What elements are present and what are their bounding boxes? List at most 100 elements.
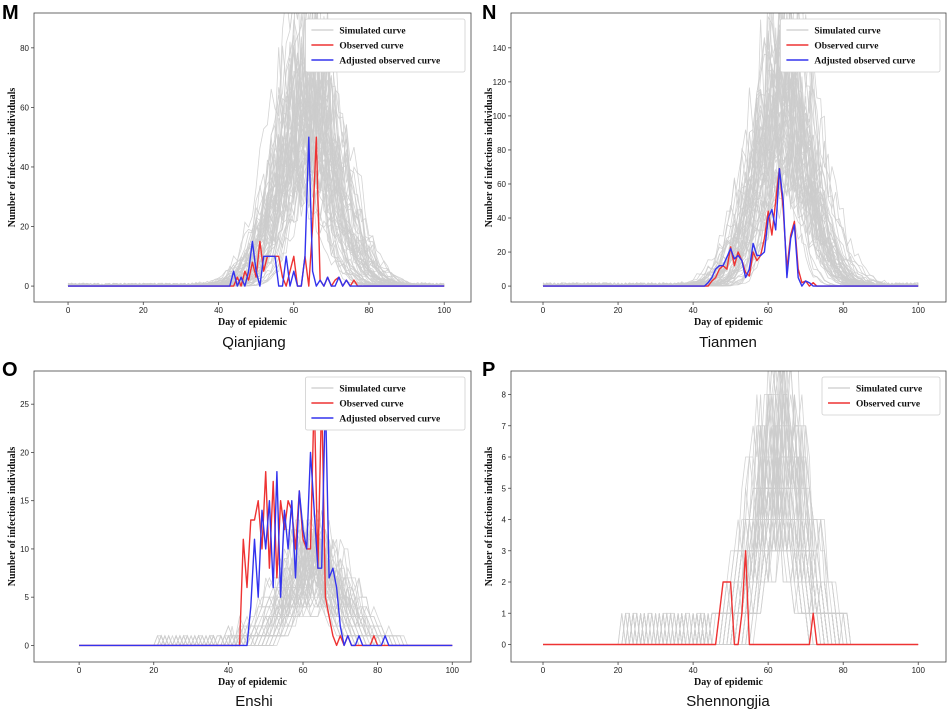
simulated-curve-line: [543, 488, 919, 645]
simulated-curve-line: [543, 394, 919, 645]
adjusted-observed-curve-line: [68, 136, 445, 287]
legend-entry: Simulated curve: [339, 385, 405, 395]
simulated-curve-line: [79, 595, 453, 646]
simulated-curve-line: [79, 539, 453, 647]
legend: Simulated curve Observed curve: [821, 376, 941, 416]
simulated-curve-line: [79, 557, 453, 646]
panel-caption: Qianjiang: [222, 334, 285, 351]
adjusted-observed-curve-line: [543, 168, 919, 287]
x-axis-label: Day of epidemic: [218, 317, 287, 328]
x-tick-label: 60: [299, 666, 308, 675]
y-tick-label: 10: [20, 545, 29, 554]
simulated-curve-line: [543, 487, 919, 645]
plot-frame: [510, 12, 947, 303]
plot-frame: [33, 370, 472, 663]
simulated-curve-line: [543, 394, 919, 645]
simulated-curve-line: [79, 557, 453, 646]
x-tick-label: 100: [438, 306, 452, 315]
simulated-curve-line: [543, 394, 919, 645]
simulated-curve-line: [543, 131, 919, 287]
y-tick-label: 60: [20, 103, 29, 112]
panel-caption: Tianmen: [699, 334, 757, 351]
x-tick-label: 20: [614, 306, 623, 315]
legend: Simulated curve Observed curve Adjusted ob…: [780, 18, 941, 73]
x-tick-label: 0: [66, 306, 71, 315]
y-tick-label: 0: [25, 282, 30, 291]
x-tick-label: 40: [214, 306, 223, 315]
simulated-curve-line: [542, 146, 919, 287]
y-tick-label: 3: [502, 547, 507, 556]
simulated-curve-line: [543, 487, 919, 645]
simulated-curve-line: [79, 557, 453, 646]
y-tick-label: 6: [502, 453, 507, 462]
x-tick-label: 20: [139, 306, 148, 315]
y-tick-label: 2: [502, 578, 507, 587]
y-axis-label: Number of infections individuals: [484, 447, 495, 587]
x-tick-label: 100: [446, 666, 460, 675]
panel-letter: N: [482, 2, 496, 24]
y-tick-label: 120: [493, 78, 507, 87]
simulated-curve-line: [79, 558, 453, 646]
y-tick-label: 7: [502, 422, 507, 431]
legend-entry: Adjusted observed curve: [339, 415, 440, 425]
simulated-curve-line: [543, 488, 919, 645]
x-tick-label: 20: [149, 666, 158, 675]
legend-entry: Adjusted observed curve: [814, 57, 915, 67]
simulated-curve-line: [543, 488, 919, 645]
y-tick-label: 15: [20, 497, 29, 506]
y-tick-label: 4: [502, 516, 507, 525]
y-tick-label: 25: [20, 400, 29, 409]
plot-frame: [33, 12, 472, 303]
simulated-curve-line: [68, 60, 445, 287]
x-axis-label: Day of epidemic: [218, 677, 287, 688]
simulated-curve-line: [67, 84, 445, 287]
legend-box: [304, 376, 466, 431]
x-tick-label: 20: [614, 666, 623, 675]
simulated-curve-line: [79, 558, 453, 646]
simulated-curve-line: [79, 539, 453, 646]
legend-entry: Observed curve: [814, 42, 878, 52]
x-axis-label: Day of epidemic: [694, 317, 763, 328]
x-tick-label: 40: [689, 666, 698, 675]
simulated-curve-line: [543, 488, 919, 645]
x-tick-label: 100: [912, 306, 926, 315]
simulated-curve-line: [543, 394, 919, 645]
simulated-curve-line: [79, 558, 453, 646]
y-tick-label: 8: [502, 391, 507, 400]
x-tick-label: 40: [689, 306, 698, 315]
legend-box: [304, 18, 466, 73]
simulated-curve-line: [79, 557, 453, 646]
x-tick-label: 80: [373, 666, 382, 675]
legend-entry: Simulated curve: [856, 385, 922, 395]
y-tick-label: 0: [25, 641, 30, 650]
simulated-curve-line: [543, 394, 919, 645]
legend-box: [780, 18, 941, 73]
y-tick-label: 100: [493, 112, 507, 121]
legend-entry: Observed curve: [339, 42, 403, 52]
adjusted-observed-curve-line: [79, 393, 453, 647]
panel-P: P 0 20 40 60 80 100 0 1 2 3 4 5 6 7 8 Day of epidemic Num…: [482, 359, 947, 709]
observed-curve-line: [543, 168, 919, 287]
simulated-curves: [79, 508, 453, 647]
simulated-curve-line: [543, 488, 919, 645]
simulated-curve-line: [79, 557, 453, 646]
x-tick-label: 80: [839, 666, 848, 675]
panel-O: O 0 20 40 60 80 100 0 5 10 15 20 25 Day of epidemic Nu…: [2, 359, 472, 709]
simulated-curve-line: [79, 558, 453, 646]
x-tick-label: 0: [541, 306, 546, 315]
y-tick-label: 80: [497, 146, 506, 155]
x-tick-label: 100: [912, 666, 926, 675]
legend-entry: Simulated curve: [814, 27, 880, 37]
y-axis-label: Number of infections individuals: [7, 447, 18, 587]
y-tick-label: 20: [20, 223, 29, 232]
panel-N: N 0 20 40 60 80 100 0 20 40 60 80 100 120 140 Day of ep…: [482, 2, 947, 351]
simulated-curve-line: [68, 79, 445, 287]
legend: Simulated curve Observed curve Adjusted ob…: [304, 18, 466, 73]
x-tick-label: 0: [77, 666, 82, 675]
y-tick-label: 40: [20, 163, 29, 172]
observed-curve-line: [543, 550, 919, 646]
legend-box: [821, 376, 941, 416]
simulated-curve-line: [543, 394, 919, 645]
x-tick-label: 40: [224, 666, 233, 675]
